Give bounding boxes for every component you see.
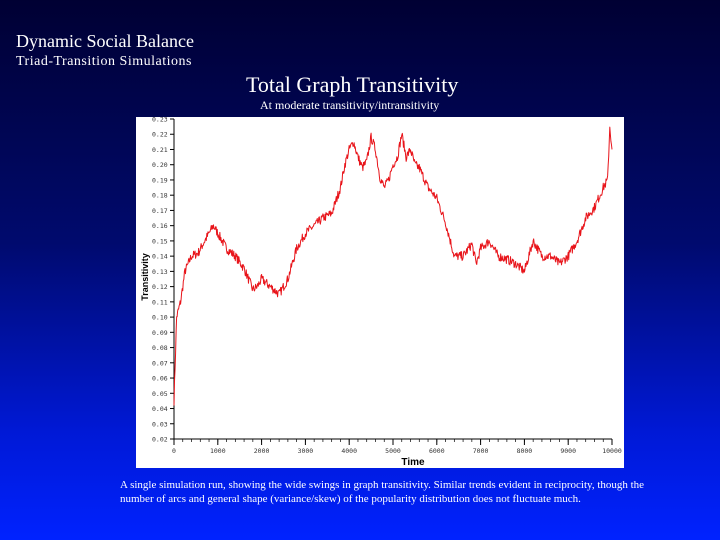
x-tick-label: 10000 bbox=[602, 447, 622, 455]
caption: A single simulation run, showing the wid… bbox=[120, 479, 645, 505]
y-tick-label: 0.06 bbox=[152, 375, 168, 383]
y-tick-label: 0.09 bbox=[152, 329, 168, 337]
slide-title: Dynamic Social Balance bbox=[16, 31, 194, 51]
x-tick-label: 1000 bbox=[210, 447, 226, 455]
y-tick-label: 0.20 bbox=[152, 161, 168, 169]
y-tick-label: 0.14 bbox=[152, 253, 168, 261]
y-tick-label: 0.15 bbox=[152, 237, 168, 245]
x-tick-label: 8000 bbox=[517, 447, 533, 455]
y-tick-label: 0.21 bbox=[152, 146, 168, 154]
x-axis-label: Time bbox=[401, 457, 425, 468]
x-tick-label: 4000 bbox=[341, 447, 357, 455]
chart-subtitle: At moderate transitivity/intransitivity bbox=[260, 98, 440, 112]
transitivity-series-line bbox=[173, 126, 613, 406]
x-tick-label: 6000 bbox=[429, 447, 445, 455]
y-tick-label: 0.23 bbox=[152, 117, 168, 124]
transitivity-chart: 0.02 0.03 0.04 0.05 0.06 0.07 0.08 0.09 0.10 0.11… bbox=[140, 117, 622, 468]
y-tick-label: 0.13 bbox=[152, 268, 168, 276]
y-tick-label: 0.04 bbox=[152, 405, 168, 413]
y-tick-label: 0.07 bbox=[152, 359, 168, 367]
x-tick-label: 7000 bbox=[473, 447, 489, 455]
y-tick-label: 0.19 bbox=[152, 176, 168, 184]
y-tick-label: 0.02 bbox=[152, 436, 168, 444]
slide-subtitle: Triad-Transition Simulations bbox=[16, 54, 192, 69]
x-tick-label: 3000 bbox=[298, 447, 314, 455]
y-tick-label: 0.16 bbox=[152, 222, 168, 230]
chart-panel: 0.02 0.03 0.04 0.05 0.06 0.07 0.08 0.09 0.10 0.11… bbox=[136, 117, 624, 468]
chart-title: Total Graph Transitivity bbox=[246, 72, 459, 97]
x-tick-label: 5000 bbox=[385, 447, 401, 455]
y-tick-label: 0.18 bbox=[152, 192, 168, 200]
y-tick-label: 0.17 bbox=[152, 207, 168, 215]
y-tick-label: 0.08 bbox=[152, 344, 168, 352]
x-tick-label: 9000 bbox=[560, 447, 576, 455]
y-axis-label: Transitivity bbox=[140, 253, 150, 301]
y-tick-label: 0.03 bbox=[152, 420, 168, 428]
y-tick-label: 0.12 bbox=[152, 283, 168, 291]
x-tick-label: 0 bbox=[172, 447, 176, 455]
x-tick-label: 2000 bbox=[254, 447, 270, 455]
y-tick-label: 0.10 bbox=[152, 314, 168, 322]
y-tick-label: 0.05 bbox=[152, 390, 168, 398]
y-tick-label: 0.22 bbox=[152, 131, 168, 139]
y-tick-label: 0.11 bbox=[152, 298, 168, 306]
